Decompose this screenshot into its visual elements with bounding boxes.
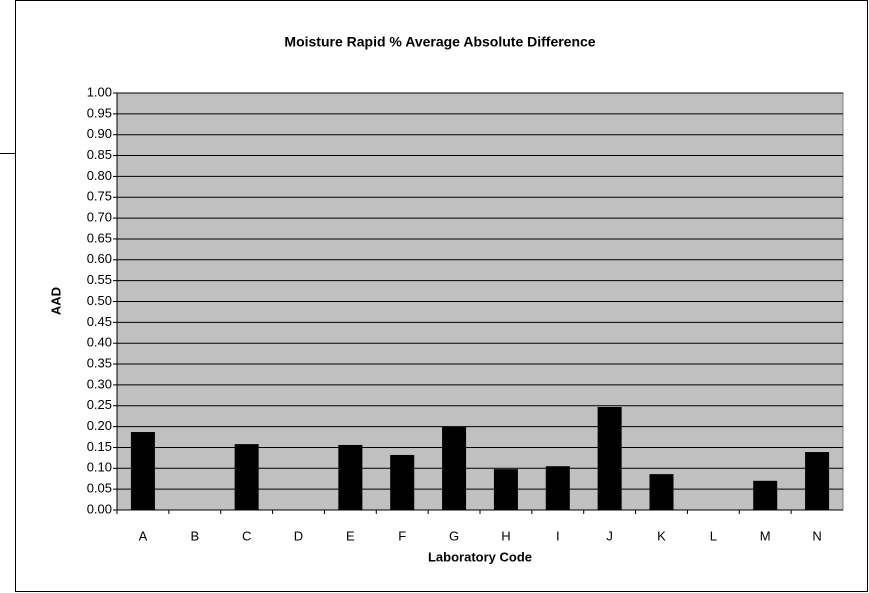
x-tick-label: F [398,528,406,543]
y-tick-label: 0.70 [87,210,112,225]
x-axis-label: Laboratory Code [428,549,532,564]
y-tick-label: 0.55 [87,272,112,287]
x-tick-label: J [606,528,613,543]
chart-title: Moisture Rapid % Average Absolute Differ… [284,34,595,50]
x-tick-label: G [449,528,459,543]
bar [805,452,830,510]
y-tick-label: 0.00 [87,501,112,516]
y-tick-label: 0.20 [87,418,112,433]
x-tick-label: E [346,528,355,543]
y-axis-label: AAD [48,287,63,315]
bar [597,407,622,510]
bar [130,432,155,510]
x-tick-label: D [294,528,303,543]
bar [338,444,363,510]
y-tick-label: 0.95 [87,105,112,120]
y-tick-label: 0.60 [87,251,112,266]
y-tick-label: 0.75 [87,189,112,204]
x-tick-label: I [556,528,560,543]
y-tick-label: 0.45 [87,314,112,329]
y-tick-label: 0.65 [87,230,112,245]
bar [442,426,467,510]
x-tick-label: N [812,528,821,543]
bar [545,466,570,510]
y-tick-label: 0.10 [87,460,112,475]
x-tick-label: B [190,528,199,543]
y-tick-label: 0.35 [87,355,112,370]
y-tick-label: 0.05 [87,481,112,496]
y-tick-label: 0.90 [87,126,112,141]
x-tick-label: H [501,528,510,543]
y-tick-label: 1.00 [87,84,112,99]
x-tick-label: M [760,528,771,543]
bar [753,480,778,510]
bar [493,469,518,510]
y-tick-label: 0.50 [87,293,112,308]
y-tick-label: 0.15 [87,439,112,454]
bar [234,444,259,510]
y-tick-label: 0.30 [87,376,112,391]
y-tick-label: 0.85 [87,147,112,162]
y-tick-label: 0.25 [87,397,112,412]
y-tick-label: 0.40 [87,335,112,350]
bar [649,474,674,510]
x-tick-label: A [139,528,148,543]
y-tick-label: 0.80 [87,168,112,183]
x-tick-label: L [710,528,717,543]
x-tick-label: C [242,528,251,543]
x-tick-label: K [657,528,666,543]
bar [390,454,415,510]
